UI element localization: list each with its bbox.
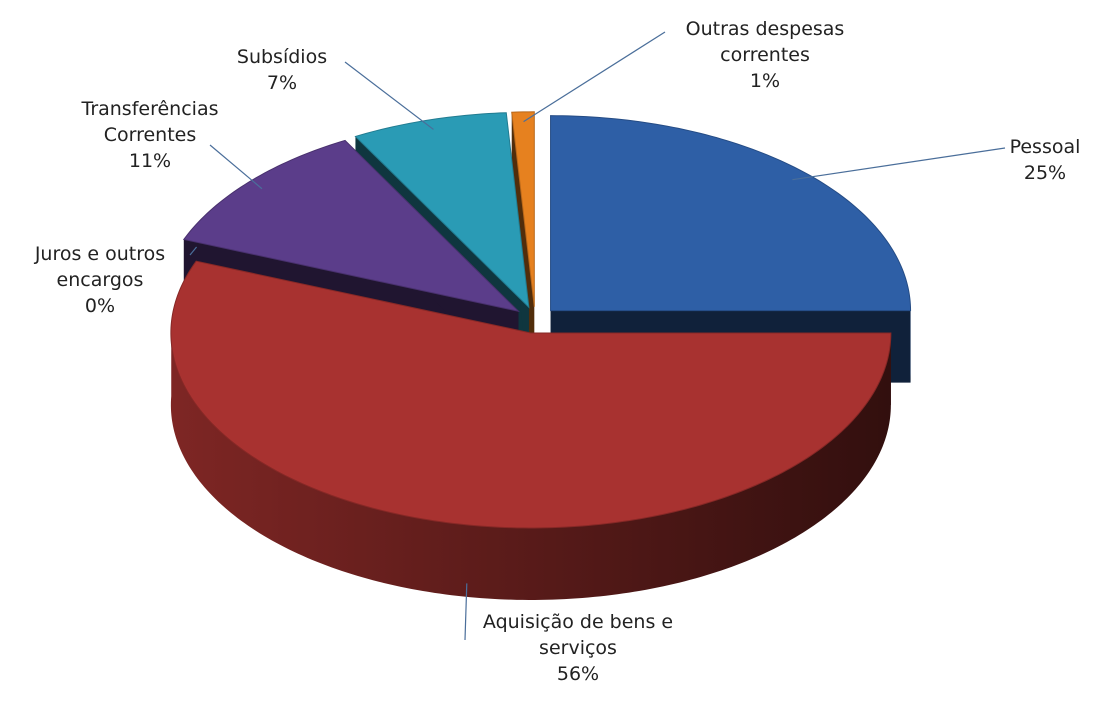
leader-line [209,144,263,190]
slice-value: 25% [1023,162,1067,184]
slice-label: Outras despesas correntes 1% [660,16,870,94]
slice-name: Outras despesas correntes [685,18,845,66]
slice-wall [170,324,891,600]
slice-name: Transferências Correntes [81,98,219,146]
slice-value: 56% [556,663,600,685]
slice-top [170,260,892,529]
slice-value: 1% [749,70,781,92]
leader-line [523,31,666,123]
leader-line [792,147,1006,181]
slice-label: Subsídios 7% [217,44,347,96]
slice-value: 7% [266,72,298,94]
slice-label: Juros e outros encargos 0% [10,241,190,319]
slice-label: Transferências Correntes 11% [55,96,245,174]
slice-value: 0% [84,295,116,317]
slice-name: Subsídios [236,46,328,68]
slice-name: Aquisição de bens e serviços [482,611,674,659]
slice-label: Aquisição de bens e serviços 56% [453,609,703,687]
slice-top [550,115,912,312]
slice-value: 11% [128,150,172,172]
slice-name: Juros e outros encargos [34,243,166,291]
slice-top [511,111,535,307]
slice-top [354,112,530,309]
leader-line [344,61,434,130]
slice-top [182,139,521,313]
slice-name: Pessoal [1009,136,1081,158]
slice-label: Pessoal 25% [990,134,1099,186]
pie-slice [170,260,892,600]
leader-line [464,583,468,641]
leader-line [189,246,198,256]
